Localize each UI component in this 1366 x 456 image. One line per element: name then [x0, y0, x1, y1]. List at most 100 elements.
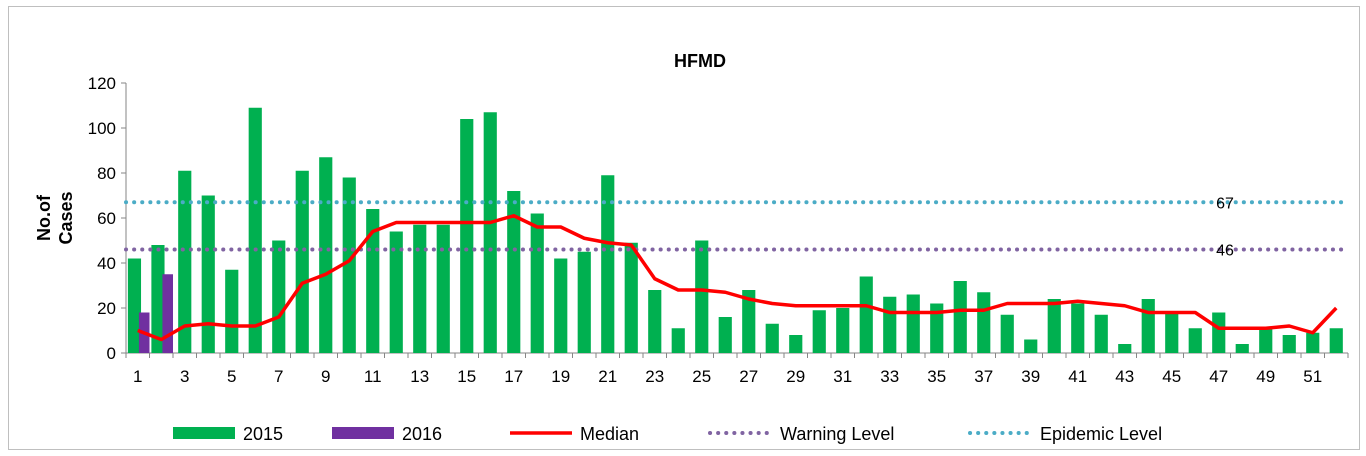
x-tick-label: 3 [180, 367, 189, 386]
bar-2015 [1000, 314, 1014, 353]
bar-2015 [178, 170, 192, 353]
bar-2015 [342, 177, 356, 353]
bar-2015 [624, 242, 638, 353]
bar-2015 [577, 251, 591, 353]
bar-2015 [319, 157, 333, 353]
x-tick-label: 9 [321, 367, 330, 386]
y-tick-label: 40 [97, 254, 116, 273]
bar-2015 [1118, 344, 1132, 353]
x-tick-label: 23 [645, 367, 664, 386]
bar-2015 [1306, 332, 1320, 353]
y-tick-label: 120 [88, 74, 116, 93]
x-tick-label: 41 [1068, 367, 1087, 386]
x-tick-label: 21 [598, 367, 617, 386]
bar-2015 [1282, 335, 1296, 353]
x-tick-label: 25 [692, 367, 711, 386]
y-tick-label: 60 [97, 209, 116, 228]
epidemic-level-value-label: 67 [1216, 195, 1234, 212]
bar-2015 [1259, 328, 1273, 353]
bar-2015 [436, 224, 450, 353]
bar-2015 [1329, 328, 1343, 353]
chart-title: HFMD [674, 51, 726, 71]
bar-2015 [906, 294, 920, 353]
y-tick-label: 0 [107, 344, 116, 363]
legend-label: 2015 [243, 424, 283, 444]
legend-label: Epidemic Level [1040, 424, 1162, 444]
bar-2015 [742, 290, 756, 353]
x-tick-label: 49 [1256, 367, 1275, 386]
x-tick-label: 33 [880, 367, 899, 386]
x-tick-label: 31 [833, 367, 852, 386]
y-axis-label-line1: No.of [34, 194, 54, 241]
y-tick-label: 20 [97, 299, 116, 318]
x-tick-label: 7 [274, 367, 283, 386]
bar-2015 [460, 119, 474, 353]
bar-2015 [1188, 328, 1202, 353]
x-tick-label: 1 [133, 367, 142, 386]
x-tick-label: 11 [364, 367, 382, 386]
bar-2015 [1024, 339, 1038, 353]
bar-2015 [507, 191, 521, 353]
bar-2015 [151, 245, 165, 353]
bar-2015 [648, 290, 662, 353]
y-axis-label-line2: Cases [56, 191, 76, 244]
bar-2015 [883, 296, 897, 353]
x-tick-label: 27 [739, 367, 758, 386]
bar-2015 [930, 303, 944, 353]
legend-label: 2016 [402, 424, 442, 444]
bar-2015 [272, 240, 286, 353]
bar-2015 [953, 281, 967, 353]
x-tick-label: 43 [1115, 367, 1134, 386]
x-tick-label: 47 [1209, 367, 1228, 386]
bar-2015 [812, 310, 826, 353]
x-tick-label: 17 [504, 367, 523, 386]
x-tick-label: 5 [227, 367, 236, 386]
median-line [137, 214, 1338, 342]
bar-2015 [1212, 312, 1226, 353]
bar-2015 [695, 240, 709, 353]
bar-2015 [977, 292, 991, 353]
bar-2015 [225, 269, 239, 353]
bar-2015 [413, 224, 427, 353]
warning-level-value-label: 46 [1216, 243, 1234, 260]
legend-label: Warning Level [780, 424, 894, 444]
legend-swatch-2016 [332, 427, 394, 439]
x-tick-label: 39 [1021, 367, 1040, 386]
x-tick-label: 35 [927, 367, 946, 386]
bar-2015 [1047, 299, 1061, 353]
bar-2015 [765, 323, 779, 353]
chart-frame [8, 6, 1360, 450]
bar-2015 [554, 258, 568, 353]
bar-2015 [1094, 314, 1108, 353]
bar-2016 [162, 274, 173, 353]
bar-2015 [1141, 299, 1155, 353]
bar-2015 [389, 231, 403, 353]
x-tick-label: 19 [551, 367, 570, 386]
bar-2015 [1165, 312, 1179, 353]
bar-2015 [836, 308, 850, 353]
bar-2015 [789, 335, 803, 353]
bar-2015 [718, 317, 732, 353]
bar-2015 [127, 258, 142, 353]
bar-2015 [1071, 303, 1085, 353]
y-tick-label: 100 [88, 119, 116, 138]
bar-2015 [483, 112, 497, 353]
x-tick-label: 13 [410, 367, 429, 386]
y-tick-label: 80 [97, 164, 116, 183]
bar-2015 [671, 328, 685, 353]
x-tick-label: 15 [457, 367, 476, 386]
x-tick-label: 29 [786, 367, 805, 386]
bar-2015 [530, 213, 544, 353]
x-tick-label: 37 [974, 367, 993, 386]
legend-label: Median [580, 424, 639, 444]
x-tick-label: 45 [1162, 367, 1181, 386]
bar-2015 [248, 107, 262, 353]
bar-2015 [201, 195, 215, 353]
bar-2015 [601, 175, 615, 353]
bar-2015 [1235, 344, 1249, 353]
bar-2015 [366, 209, 380, 353]
legend: 2015 2016 Median Warning Level Epidemic Leve… [173, 424, 1162, 444]
legend-swatch-2015 [173, 427, 235, 439]
